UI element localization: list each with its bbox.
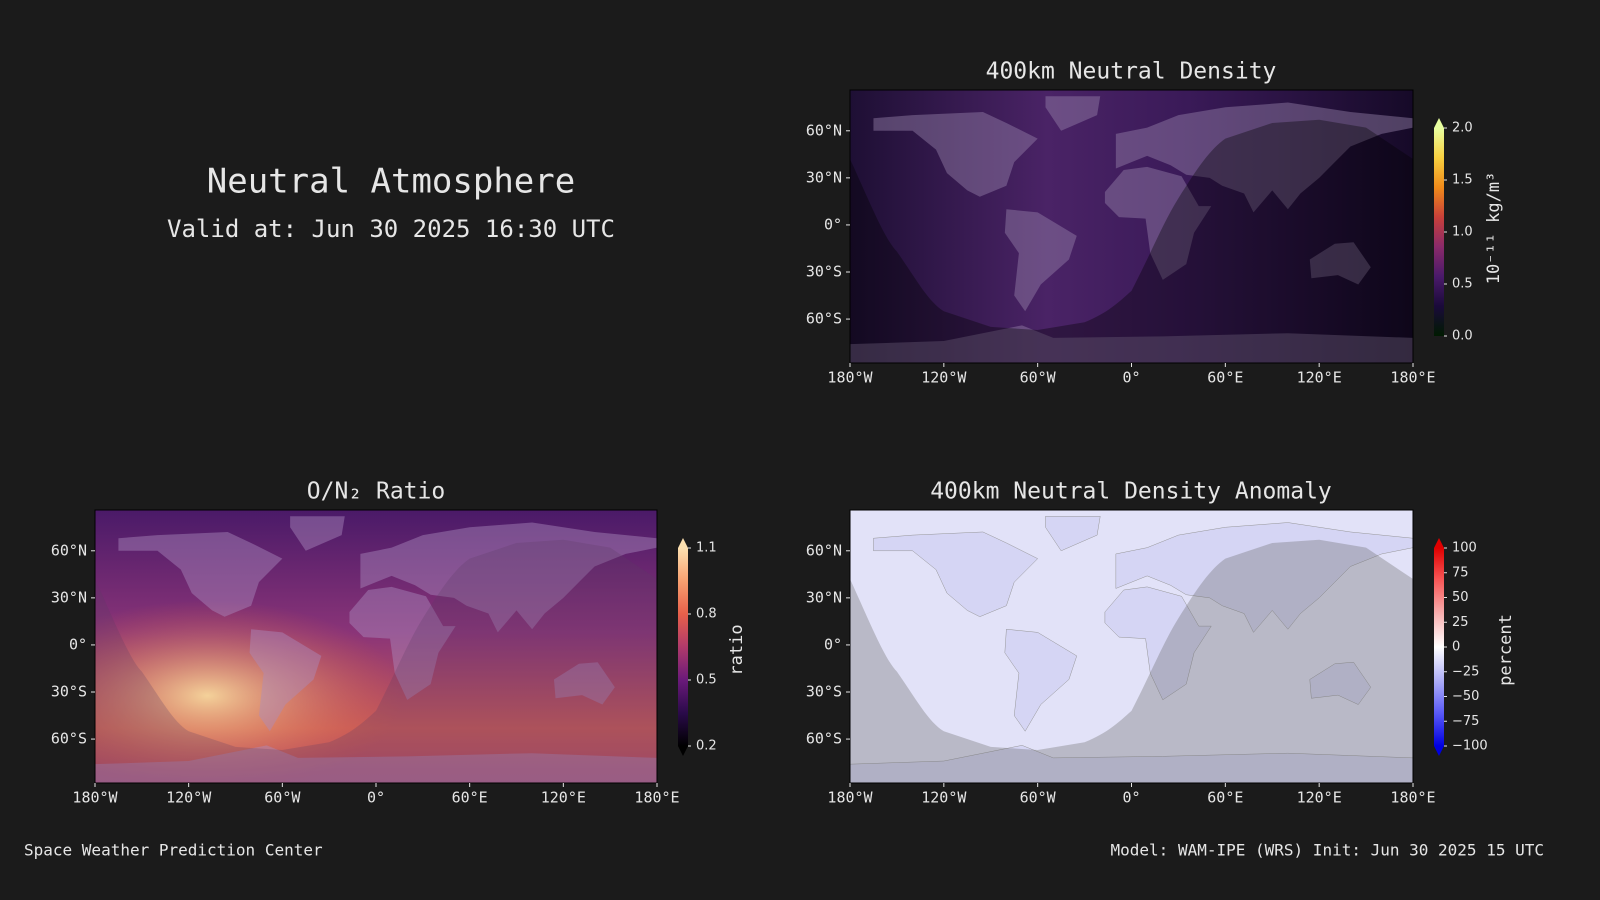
x-tick-label: 180°E [1390, 789, 1435, 807]
panel-title: O/N₂ Ratio [307, 479, 445, 505]
colorbar-tick-label: 0.0 [1452, 329, 1473, 344]
x-tick-label: 180°W [827, 369, 873, 387]
y-tick-label: 30°N [51, 588, 87, 606]
colorbar [1434, 128, 1444, 336]
colorbar-tick-label: 50 [1452, 590, 1469, 605]
colorbar-extend-min [1434, 746, 1444, 756]
colorbar-extend-min [678, 746, 688, 756]
x-tick-label: 60°W [1020, 789, 1057, 807]
colorbar-label: ratio [727, 624, 747, 675]
x-tick-label: 120°W [166, 789, 212, 807]
x-tick-label: 0° [367, 789, 385, 807]
y-tick-label: 60°N [806, 541, 842, 559]
x-tick-label: 60°W [264, 789, 301, 807]
colorbar-tick-label: −100 [1452, 739, 1488, 754]
y-tick-label: 30°N [806, 588, 842, 606]
x-tick-label: 60°E [452, 789, 488, 807]
colorbar [1434, 548, 1444, 746]
y-tick-label: 30°S [806, 683, 842, 701]
y-tick-label: 30°S [806, 263, 842, 281]
colorbar-extend-max [1434, 118, 1444, 128]
x-tick-label: 180°E [1390, 369, 1435, 387]
colorbar-label: 10⁻¹¹ kg/m³ [1484, 172, 1504, 285]
colorbar-tick-label: 1.1 [696, 541, 717, 556]
x-tick-label: 120°E [1297, 789, 1342, 807]
x-tick-label: 120°E [1297, 369, 1342, 387]
colorbar-tick-label: 0.2 [696, 739, 717, 754]
x-tick-label: 0° [1122, 369, 1140, 387]
colorbar-tick-label: −50 [1452, 689, 1479, 704]
x-tick-label: 0° [1122, 789, 1140, 807]
y-tick-label: 0° [824, 215, 842, 233]
y-tick-label: 60°S [51, 730, 87, 748]
colorbar-tick-label: −75 [1452, 714, 1479, 729]
x-tick-label: 60°E [1207, 369, 1243, 387]
colorbar-tick-label: 0.5 [1452, 277, 1473, 292]
panel-title: 400km Neutral Density Anomaly [930, 479, 1332, 505]
panel-title: 400km Neutral Density [986, 59, 1277, 85]
x-tick-label: 180°E [634, 789, 679, 807]
y-tick-label: 60°N [806, 121, 842, 139]
x-tick-label: 120°E [541, 789, 586, 807]
x-tick-label: 60°W [1020, 369, 1057, 387]
colorbar-tick-label: 0 [1452, 640, 1460, 655]
colorbar-tick-label: −25 [1452, 664, 1479, 679]
colorbar-tick-label: 0.8 [696, 607, 717, 622]
y-tick-label: 30°S [51, 683, 87, 701]
colorbar-label: percent [1496, 614, 1516, 686]
page-title: Neutral Atmosphere [207, 162, 575, 202]
y-tick-label: 0° [69, 635, 87, 653]
colorbar-tick-label: 1.5 [1452, 173, 1473, 188]
colorbar-tick-label: 1.0 [1452, 225, 1473, 240]
colorbar-tick-label: 2.0 [1452, 121, 1473, 136]
colorbar-tick-label: 0.5 [696, 673, 717, 688]
y-tick-label: 60°N [51, 541, 87, 559]
footer-left: Space Weather Prediction Center [24, 841, 323, 860]
x-tick-label: 180°W [72, 789, 118, 807]
colorbar-tick-label: 100 [1452, 541, 1477, 556]
colorbar-tick-label: 75 [1452, 565, 1469, 580]
y-tick-label: 60°S [806, 310, 842, 328]
colorbar [678, 548, 688, 746]
colorbar-tick-label: 25 [1452, 615, 1469, 630]
valid-time: Valid at: Jun 30 2025 16:30 UTC [167, 215, 615, 243]
x-tick-label: 60°E [1207, 789, 1243, 807]
x-tick-label: 180°W [827, 789, 873, 807]
x-tick-label: 120°W [921, 369, 967, 387]
colorbar-extend-max [1434, 538, 1444, 548]
y-tick-label: 0° [824, 635, 842, 653]
x-tick-label: 120°W [921, 789, 967, 807]
y-tick-label: 60°S [806, 730, 842, 748]
colorbar-extend-max [678, 538, 688, 548]
y-tick-label: 30°N [806, 168, 842, 186]
footer-right: Model: WAM-IPE (WRS) Init: Jun 30 2025 1… [1111, 841, 1544, 860]
